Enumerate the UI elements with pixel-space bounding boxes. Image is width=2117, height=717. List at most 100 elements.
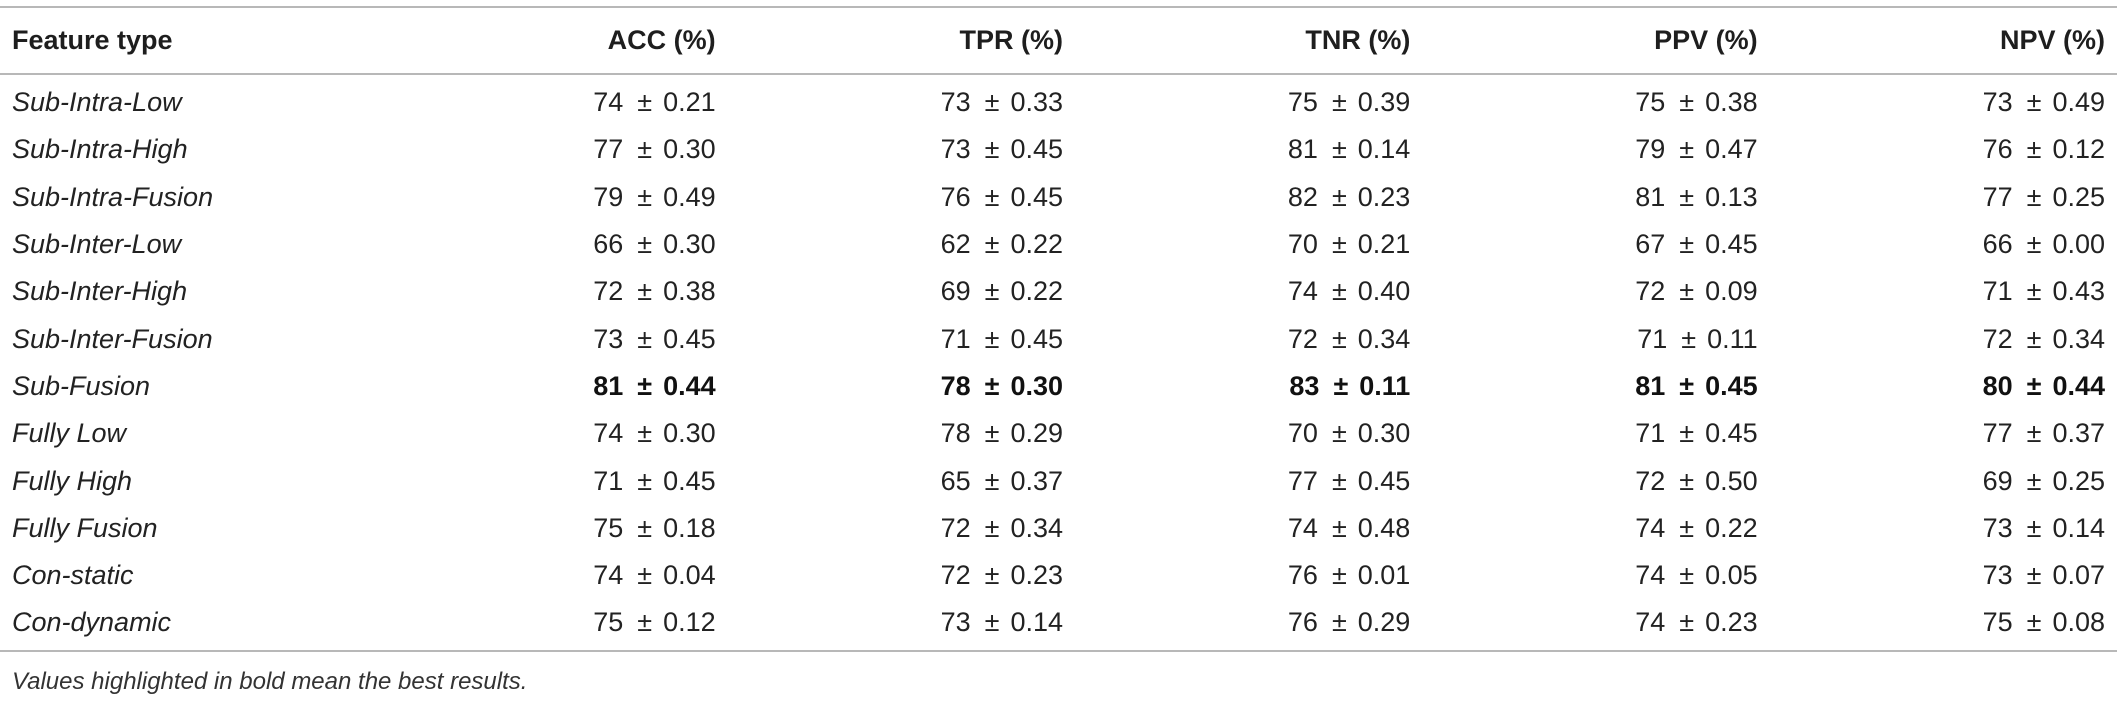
std-value: 0.45: [1705, 370, 1758, 401]
std-value: 0.45: [1357, 465, 1411, 496]
std-value: 0.22: [1705, 512, 1758, 543]
mean-value: 74: [593, 418, 624, 449]
std-value: 0.39: [1357, 87, 1411, 118]
plus-minus-symbol: ±: [2026, 512, 2042, 543]
table-row: Sub-Inter-High 72 ±0.38 69 ±0.22 74 ±0.40 72 ±0.…: [0, 268, 2117, 315]
ppv-cell: 71 ±0.45: [1422, 410, 1769, 457]
mean-value: 80: [1982, 370, 2013, 401]
mean-value: 67: [1635, 229, 1666, 260]
std-value: 0.38: [1705, 87, 1758, 118]
plus-minus-symbol: ±: [984, 229, 1000, 260]
tnr-cell: 83 ±0.11: [1075, 363, 1422, 410]
ppv-cell: 71 ±0.11: [1422, 315, 1769, 362]
std-value: 0.23: [1010, 560, 1063, 591]
tnr-cell: 81 ±0.14: [1075, 126, 1422, 173]
std-value: 0.34: [2052, 323, 2105, 354]
plus-minus-symbol: ±: [1331, 512, 1347, 543]
tnr-cell: 77 ±0.45: [1075, 457, 1422, 504]
mean-value: 72: [1982, 323, 2013, 354]
plus-minus-symbol: ±: [637, 418, 653, 449]
std-value: 0.12: [663, 607, 716, 638]
feature-type-cell: Fully Fusion: [12, 512, 158, 543]
std-value: 0.30: [1010, 370, 1063, 401]
mean-value: 70: [1287, 229, 1318, 260]
mean-value: 77: [1982, 181, 2013, 212]
mean-value: 73: [593, 323, 624, 354]
tpr-cell: 65 ±0.37: [728, 457, 1075, 504]
tnr-cell: 70 ±0.30: [1075, 410, 1422, 457]
mean-value: 69: [940, 276, 971, 307]
mean-value: 78: [940, 370, 971, 401]
plus-minus-symbol: ±: [1331, 181, 1347, 212]
mean-value: 77: [1982, 418, 2013, 449]
column-header-feature-type: Feature type: [12, 25, 173, 55]
mean-value: 69: [1982, 465, 2013, 496]
acc-cell: 74 ±0.21: [380, 73, 727, 126]
table-row: Fully Fusion 75 ±0.18 72 ±0.34 74 ±0.48 74 ±0.22…: [0, 505, 2117, 552]
plus-minus-symbol: ±: [1681, 323, 1697, 354]
std-value: 0.45: [1010, 134, 1063, 165]
ppv-cell: 67 ±0.45: [1422, 221, 1769, 268]
column-header-tnr: TNR (%): [1305, 25, 1411, 55]
acc-cell: 74 ±0.30: [380, 410, 727, 457]
mean-value: 73: [1982, 560, 2013, 591]
std-value: 0.14: [1010, 607, 1063, 638]
mean-value: 76: [1287, 607, 1318, 638]
results-table: Feature type ACC (%) TPR (%) TNR (%) PPV…: [0, 8, 2117, 647]
tnr-cell: 72 ±0.34: [1075, 315, 1422, 362]
npv-cell: 73 ±0.07: [1770, 552, 2117, 599]
plus-minus-symbol: ±: [637, 181, 653, 212]
mean-value: 72: [1635, 276, 1666, 307]
mean-value: 73: [940, 134, 971, 165]
npv-cell: 75 ±0.08: [1770, 599, 2117, 646]
std-value: 0.13: [1705, 181, 1758, 212]
std-value: 0.34: [1357, 323, 1411, 354]
table-body: Sub-Intra-Low 74 ±0.21 73 ±0.33 75 ±0.39 75 ±0.3…: [0, 73, 2117, 647]
std-value: 0.30: [663, 229, 716, 260]
plus-minus-symbol: ±: [984, 87, 1000, 118]
header-rule: [0, 73, 2117, 75]
plus-minus-symbol: ±: [1333, 370, 1349, 401]
std-value: 0.44: [663, 370, 716, 401]
std-value: 0.30: [1357, 418, 1411, 449]
feature-type-cell: Sub-Inter-High: [12, 276, 188, 307]
plus-minus-symbol: ±: [2026, 134, 2042, 165]
std-value: 0.45: [1010, 323, 1063, 354]
std-value: 0.11: [1359, 370, 1411, 401]
plus-minus-symbol: ±: [1331, 465, 1347, 496]
table-row: Con-static 74 ±0.04 72 ±0.23 76 ±0.01 74 ±0.05 73…: [0, 552, 2117, 599]
std-value: 0.38: [663, 276, 716, 307]
mean-value: 72: [940, 512, 971, 543]
std-value: 0.29: [1357, 607, 1411, 638]
table-row: Sub-Intra-Fusion 79 ±0.49 76 ±0.45 82 ±0.23 81 ±…: [0, 174, 2117, 221]
acc-cell: 71 ±0.45: [380, 457, 727, 504]
acc-cell: 74 ±0.04: [380, 552, 727, 599]
plus-minus-symbol: ±: [1331, 560, 1347, 591]
table-row: Fully High 71 ±0.45 65 ±0.37 77 ±0.45 72 ±0.50 69…: [0, 457, 2117, 504]
mean-value: 83: [1289, 370, 1320, 401]
acc-cell: 73 ±0.45: [380, 315, 727, 362]
std-value: 0.43: [2052, 276, 2105, 307]
mean-value: 75: [593, 512, 624, 543]
mean-value: 75: [1635, 87, 1666, 118]
acc-cell: 79 ±0.49: [380, 174, 727, 221]
plus-minus-symbol: ±: [637, 370, 653, 401]
std-value: 0.23: [1705, 607, 1758, 638]
ppv-cell: 74 ±0.23: [1422, 599, 1769, 646]
mean-value: 82: [1287, 181, 1318, 212]
ppv-cell: 74 ±0.05: [1422, 552, 1769, 599]
plus-minus-symbol: ±: [984, 276, 1000, 307]
std-value: 0.49: [2052, 87, 2105, 118]
tpr-cell: 73 ±0.14: [728, 599, 1075, 646]
ppv-cell: 81 ±0.45: [1422, 363, 1769, 410]
plus-minus-symbol: ±: [1679, 134, 1695, 165]
feature-type-cell: Sub-Intra-High: [12, 134, 188, 165]
mean-value: 81: [593, 370, 624, 401]
std-value: 0.25: [2052, 181, 2105, 212]
std-value: 0.14: [2052, 512, 2105, 543]
tnr-cell: 70 ±0.21: [1075, 221, 1422, 268]
acc-cell: 66 ±0.30: [380, 221, 727, 268]
ppv-cell: 75 ±0.38: [1422, 73, 1769, 126]
feature-type-cell: Con-dynamic: [12, 607, 172, 638]
table-row: Sub-Intra-High 77 ±0.30 73 ±0.45 81 ±0.14 79 ±0.…: [0, 126, 2117, 173]
